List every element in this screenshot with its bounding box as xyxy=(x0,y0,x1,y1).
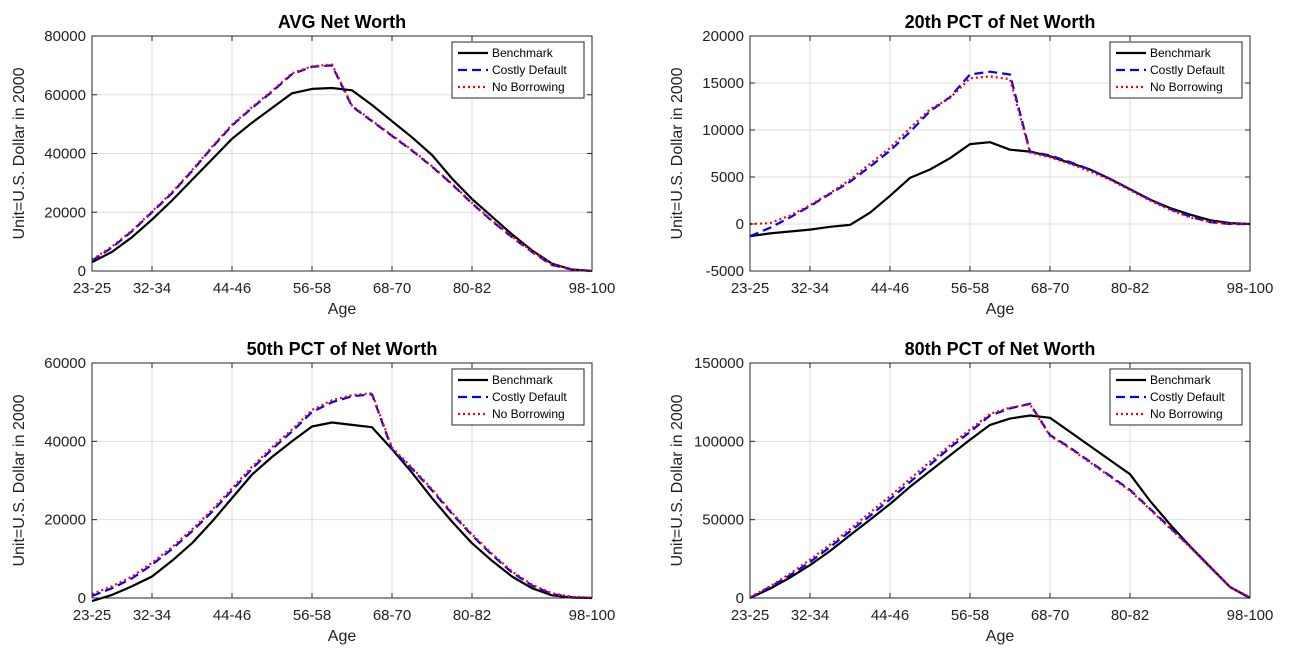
legend: Benchmark Costly Default No Borrowing xyxy=(1109,368,1243,426)
series-line-benchmark xyxy=(91,86,593,273)
series-line-costly-default xyxy=(91,64,593,273)
x-tick-label: 32-34 xyxy=(133,607,171,624)
x-tick-label: 44-46 xyxy=(213,280,251,297)
x-tick-label: 98-100 xyxy=(1227,607,1274,624)
x-axis-label: Age xyxy=(328,628,357,645)
x-tick-label: 68-70 xyxy=(1031,280,1069,297)
y-tick-label: 20000 xyxy=(44,204,86,221)
x-axis-label: Age xyxy=(986,301,1015,318)
y-tick-label: 5000 xyxy=(711,169,744,186)
x-tick-label: 56-58 xyxy=(293,280,331,297)
x-tick-label: 56-58 xyxy=(951,280,989,297)
axes-frame xyxy=(91,362,593,599)
legend-label: Costly Default xyxy=(1150,390,1225,404)
x-tick-label: 56-58 xyxy=(951,607,989,624)
x-tick-label: 44-46 xyxy=(871,280,909,297)
y-tick-label: 15000 xyxy=(702,75,744,92)
y-axis-label: Unit=U.S. Dollar in 2000 xyxy=(669,394,686,566)
x-tick-label: 80-82 xyxy=(1111,607,1149,624)
y-tick-label: 80000 xyxy=(44,28,86,45)
series-line-benchmark xyxy=(749,414,1251,599)
axes-frame xyxy=(749,362,1251,599)
legend: Benchmark Costly Default No Borrowing xyxy=(451,41,585,99)
legend-label: No Borrowing xyxy=(1150,407,1223,421)
series-line-costly-default xyxy=(91,393,593,600)
chart-panel-3: 23-25 32-34 44-46 56-58 68-70 80-82 98-100 0 200… xyxy=(11,339,615,645)
legend: Benchmark Costly Default No Borrowing xyxy=(1109,41,1243,99)
legend-label: Costly Default xyxy=(1150,63,1225,77)
x-tick-label: 32-34 xyxy=(791,280,829,297)
x-tick-label: 23-25 xyxy=(73,607,111,624)
x-axis-label: Age xyxy=(328,301,357,318)
x-tick-label: 23-25 xyxy=(731,607,769,624)
legend-label: Benchmark xyxy=(492,46,554,60)
series-line-benchmark xyxy=(91,421,593,603)
chart-panel-1: 23-25 32-34 44-46 56-58 68-70 80-82 98-100 0 200… xyxy=(11,12,615,318)
legend-label: No Borrowing xyxy=(1150,80,1223,94)
chart-title: AVG Net Worth xyxy=(278,12,406,32)
x-tick-label: 80-82 xyxy=(1111,280,1149,297)
x-tick-label: 80-82 xyxy=(453,607,491,624)
series-line-benchmark xyxy=(749,141,1251,238)
legend-label: Costly Default xyxy=(492,390,567,404)
y-tick-label: 50000 xyxy=(702,512,744,529)
y-tick-label: 0 xyxy=(736,216,744,233)
y-axis-label: Unit=U.S. Dollar in 2000 xyxy=(11,67,28,239)
y-tick-label: 150000 xyxy=(694,355,744,372)
y-tick-label: 0 xyxy=(736,590,744,607)
x-tick-label: 98-100 xyxy=(1227,280,1274,297)
x-tick-label: 98-100 xyxy=(569,607,616,624)
x-tick-label: 23-25 xyxy=(731,280,769,297)
legend-box xyxy=(451,41,585,99)
chart-title: 20th PCT of Net Worth xyxy=(905,12,1096,32)
legend: Benchmark Costly Default No Borrowing xyxy=(451,368,585,426)
y-tick-label: 100000 xyxy=(694,433,744,450)
x-tick-label: 44-46 xyxy=(213,607,251,624)
x-tick-label: 68-70 xyxy=(373,607,411,624)
y-tick-label: 0 xyxy=(78,590,86,607)
chart-panel-4: 23-25 32-34 44-46 56-58 68-70 80-82 98-100 0 500… xyxy=(669,339,1273,645)
x-tick-label: 68-70 xyxy=(373,280,411,297)
y-tick-label: 20000 xyxy=(702,28,744,45)
y-tick-label: 0 xyxy=(78,263,86,280)
legend-label: No Borrowing xyxy=(492,80,565,94)
x-tick-label: 32-34 xyxy=(133,280,171,297)
chart-title: 50th PCT of Net Worth xyxy=(247,339,438,359)
y-tick-label: 40000 xyxy=(44,433,86,450)
series-line-costly-default xyxy=(749,402,1251,599)
x-tick-label: 80-82 xyxy=(453,280,491,297)
chart-title: 80th PCT of Net Worth xyxy=(905,339,1096,359)
x-axis-label: Age xyxy=(986,628,1015,645)
y-axis-label: Unit=U.S. Dollar in 2000 xyxy=(669,67,686,239)
y-tick-label: 20000 xyxy=(44,512,86,529)
x-tick-label: 44-46 xyxy=(871,607,909,624)
x-tick-label: 68-70 xyxy=(1031,607,1069,624)
y-tick-label: 10000 xyxy=(702,122,744,139)
legend-label: No Borrowing xyxy=(492,407,565,421)
x-tick-label: 98-100 xyxy=(569,280,616,297)
legend-label: Benchmark xyxy=(1150,373,1212,387)
chart-panel-2: 23-25 32-34 44-46 56-58 68-70 80-82 98-100 -500… xyxy=(669,12,1273,318)
y-tick-label: -5000 xyxy=(706,263,744,280)
y-axis-label: Unit=U.S. Dollar in 2000 xyxy=(11,394,28,566)
x-tick-label: 23-25 xyxy=(73,280,111,297)
series-line-no-borrowing xyxy=(749,75,1250,226)
x-tick-label: 32-34 xyxy=(791,607,829,624)
legend-label: Benchmark xyxy=(492,373,554,387)
series-line-no-borrowing xyxy=(749,403,1251,599)
y-tick-label: 60000 xyxy=(44,355,86,372)
legend-label: Benchmark xyxy=(1150,46,1212,60)
y-tick-label: 40000 xyxy=(44,146,86,163)
axes-frame xyxy=(749,35,1251,272)
y-tick-label: 60000 xyxy=(44,87,86,104)
legend-label: Costly Default xyxy=(492,63,567,77)
x-tick-label: 56-58 xyxy=(293,607,331,624)
